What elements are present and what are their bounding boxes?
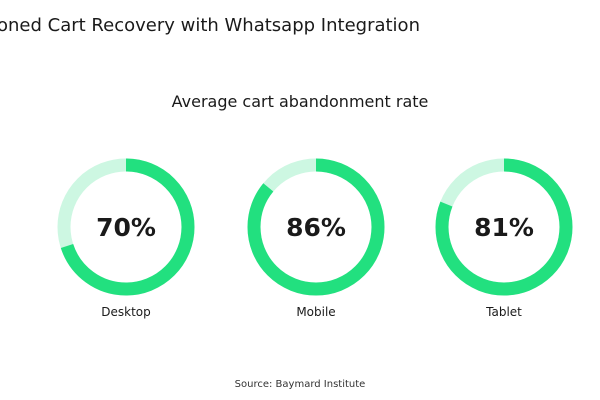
- donut-value-mobile: 86%: [286, 213, 346, 242]
- donut-arc-mobile: [247, 158, 385, 296]
- source-note: Source: Baymard Institute: [234, 379, 366, 390]
- page-title: oned Cart Recovery with Whatsapp Integra…: [0, 15, 420, 36]
- donut-desktop: 70% Desktop: [57, 158, 195, 319]
- donut-label-mobile: Mobile: [296, 305, 335, 319]
- donut-value-desktop: 70%: [96, 213, 156, 242]
- donut-mobile: 86% Mobile: [247, 158, 385, 319]
- donut-tablet: 81% Tablet: [435, 158, 573, 319]
- donut-arc-desktop: [57, 158, 195, 296]
- donut-label-tablet: Tablet: [485, 305, 522, 319]
- donut-value-tablet: 81%: [474, 213, 534, 242]
- donut-label-desktop: Desktop: [101, 305, 151, 319]
- chart-title: Average cart abandonment rate: [171, 92, 429, 111]
- donut-arc-tablet: [435, 158, 573, 296]
